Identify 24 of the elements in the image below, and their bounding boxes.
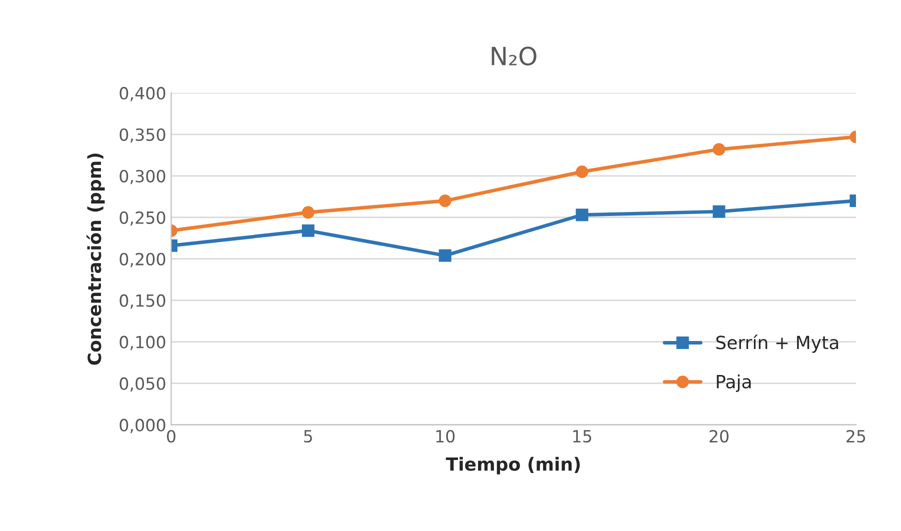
y-axis-title: Concentración (ppm) [86, 154, 105, 365]
legend-label: Serrín + Myta [716, 334, 838, 353]
legend-label: Paja [716, 374, 751, 392]
x-tick-label: 5 [304, 430, 312, 443]
y-tick-label: 0,150 [120, 294, 166, 309]
x-tick-label: 25 [846, 430, 866, 443]
chart-title: N₂O [492, 46, 536, 66]
y-tick-label: 0,200 [120, 252, 166, 268]
y-tick-label: 0,050 [120, 377, 166, 392]
x-tick-label: 10 [436, 430, 455, 443]
y-tick-label: 0,000 [120, 418, 166, 434]
y-tick-label: 0,300 [120, 170, 166, 184]
y-tick-label: 0,400 [120, 86, 166, 102]
y-tick-label: 0,350 [120, 128, 166, 143]
point [438, 249, 452, 262]
y-tick-label: 0,100 [120, 336, 166, 350]
point [576, 208, 588, 222]
x-tick-label: 15 [573, 430, 592, 443]
x-tick-label: 0 [166, 430, 176, 443]
x-axis-title: Tiempo (min) [446, 456, 580, 474]
point [576, 165, 588, 178]
x-tick-label: 20 [710, 430, 728, 443]
y-tick-label: 0,250 [120, 211, 166, 226]
point [438, 194, 452, 208]
